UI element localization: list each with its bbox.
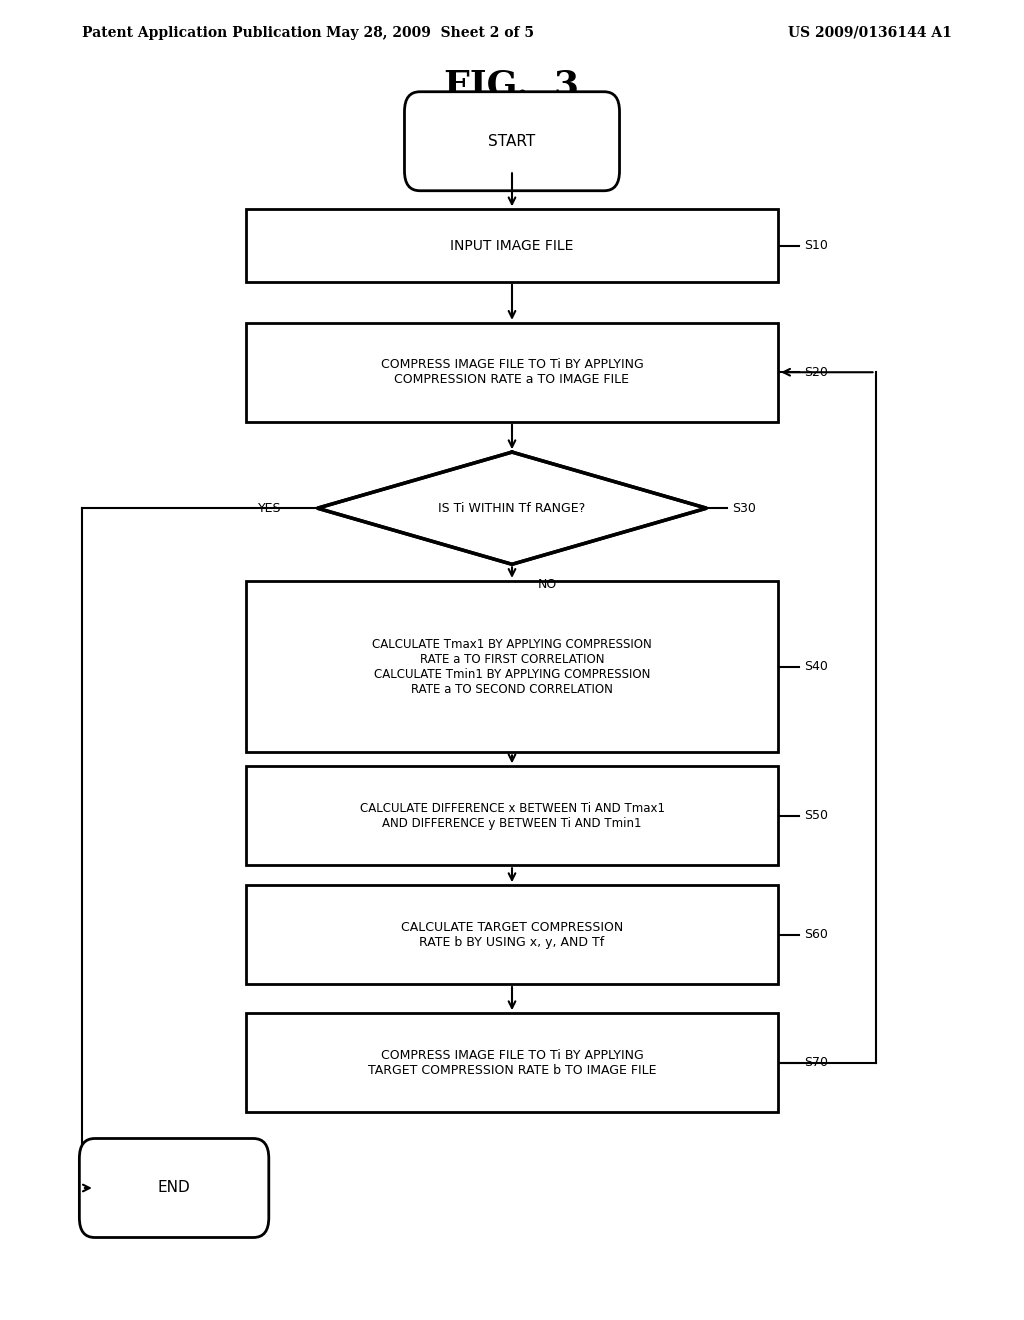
- Text: US 2009/0136144 A1: US 2009/0136144 A1: [788, 26, 952, 40]
- Text: NO: NO: [538, 578, 557, 590]
- Text: FIG.  3: FIG. 3: [444, 69, 580, 103]
- Text: YES: YES: [258, 502, 282, 515]
- Text: S20: S20: [804, 366, 827, 379]
- Text: S50: S50: [804, 809, 827, 822]
- FancyBboxPatch shape: [246, 581, 778, 752]
- FancyBboxPatch shape: [246, 884, 778, 985]
- Text: S40: S40: [804, 660, 827, 673]
- Text: CALCULATE DIFFERENCE x BETWEEN Ti AND Tmax1
AND DIFFERENCE y BETWEEN Ti AND Tmin: CALCULATE DIFFERENCE x BETWEEN Ti AND Tm…: [359, 801, 665, 830]
- FancyBboxPatch shape: [246, 323, 778, 422]
- Polygon shape: [317, 451, 707, 565]
- Text: S70: S70: [804, 1056, 827, 1069]
- FancyBboxPatch shape: [246, 209, 778, 281]
- Text: S10: S10: [804, 239, 827, 252]
- Text: S60: S60: [804, 928, 827, 941]
- Text: INPUT IMAGE FILE: INPUT IMAGE FILE: [451, 239, 573, 252]
- Text: COMPRESS IMAGE FILE TO Ti BY APPLYING
TARGET COMPRESSION RATE b TO IMAGE FILE: COMPRESS IMAGE FILE TO Ti BY APPLYING TA…: [368, 1048, 656, 1077]
- Text: IS Ti WITHIN Tf RANGE?: IS Ti WITHIN Tf RANGE?: [438, 502, 586, 515]
- Text: S30: S30: [732, 502, 756, 515]
- Text: CALCULATE TARGET COMPRESSION
RATE b BY USING x, y, AND Tf: CALCULATE TARGET COMPRESSION RATE b BY U…: [400, 920, 624, 949]
- Text: COMPRESS IMAGE FILE TO Ti BY APPLYING
COMPRESSION RATE a TO IMAGE FILE: COMPRESS IMAGE FILE TO Ti BY APPLYING CO…: [381, 358, 643, 387]
- Text: May 28, 2009  Sheet 2 of 5: May 28, 2009 Sheet 2 of 5: [326, 26, 535, 40]
- FancyBboxPatch shape: [246, 1014, 778, 1111]
- Text: CALCULATE Tmax1 BY APPLYING COMPRESSION
RATE a TO FIRST CORRELATION
CALCULATE Tm: CALCULATE Tmax1 BY APPLYING COMPRESSION …: [372, 638, 652, 696]
- Text: Patent Application Publication: Patent Application Publication: [82, 26, 322, 40]
- FancyBboxPatch shape: [80, 1138, 268, 1238]
- Text: END: END: [158, 1180, 190, 1196]
- FancyBboxPatch shape: [404, 92, 620, 190]
- Text: START: START: [488, 133, 536, 149]
- FancyBboxPatch shape: [246, 766, 778, 866]
